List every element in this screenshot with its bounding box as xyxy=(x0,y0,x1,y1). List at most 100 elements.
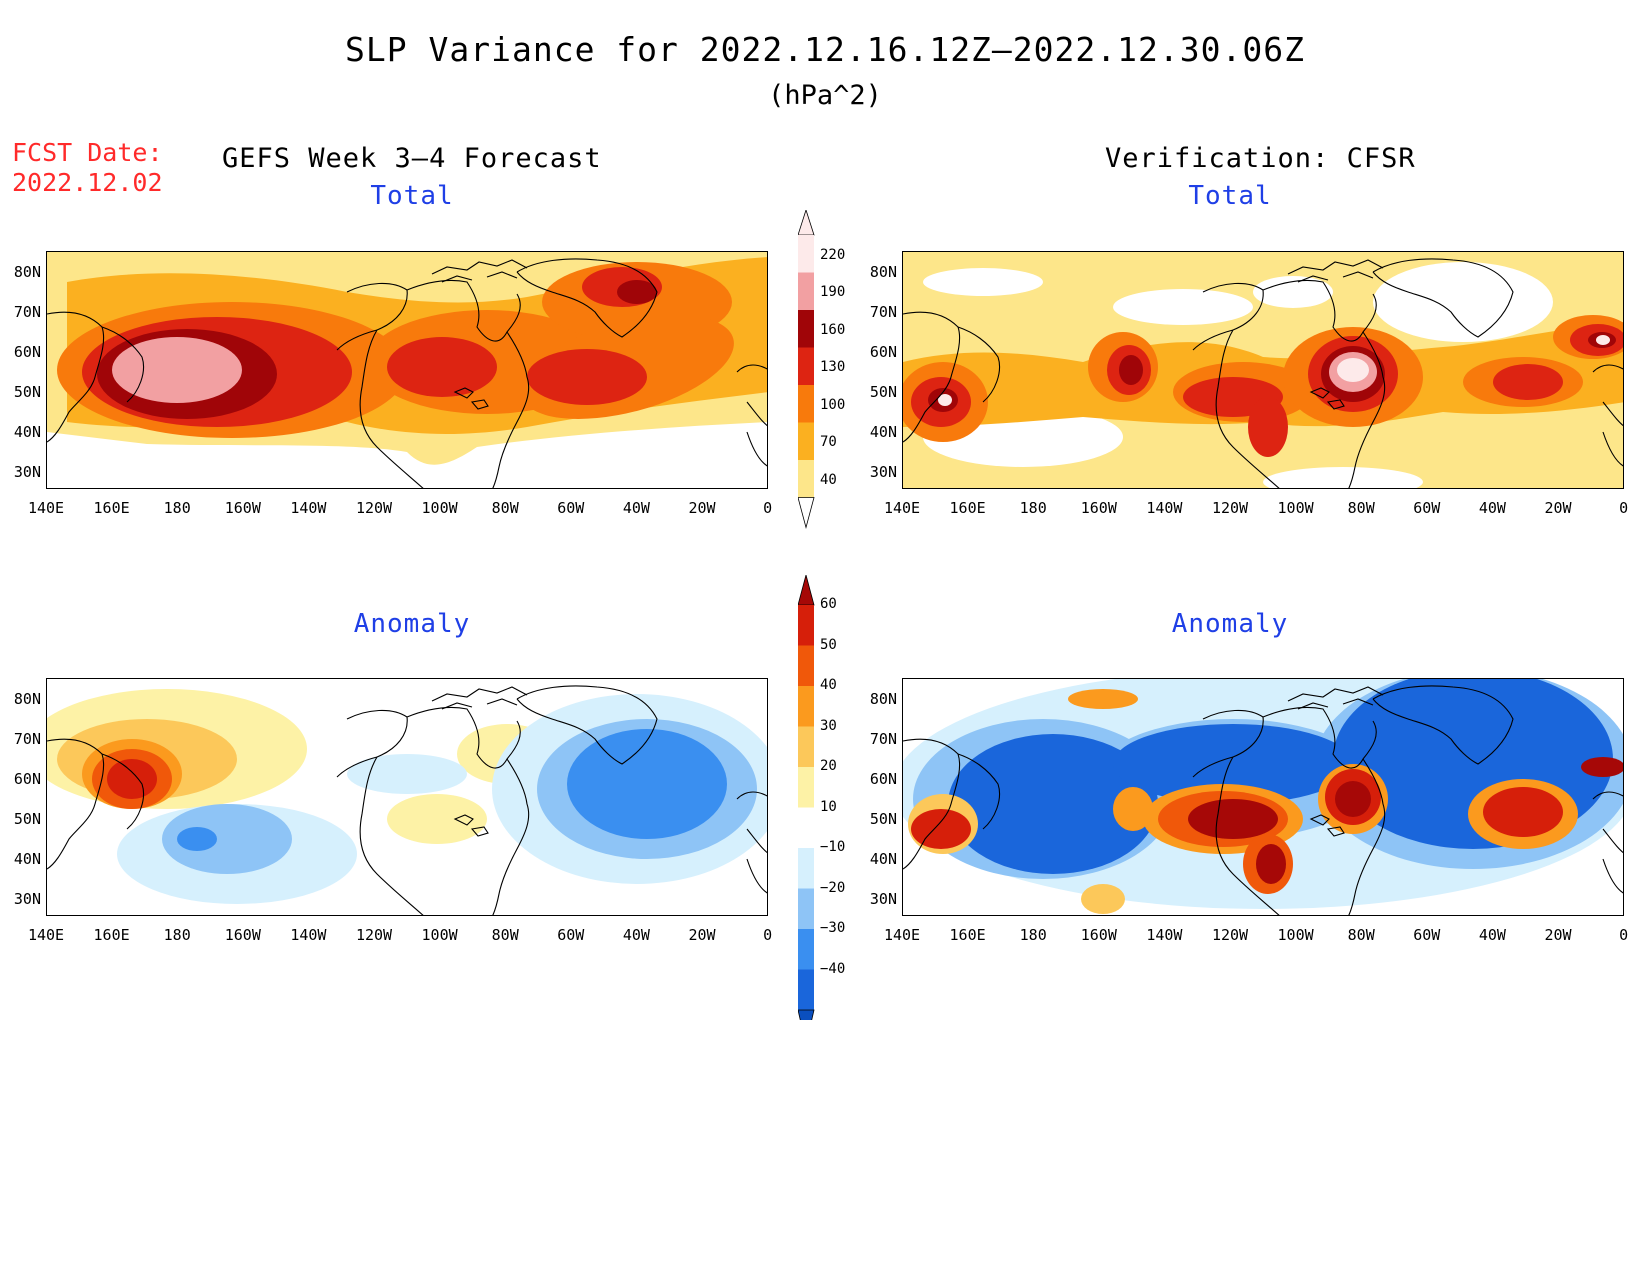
contour-minus10-minus20 xyxy=(347,754,467,794)
colorbar-segment xyxy=(798,726,814,767)
forecast-total-lon-label: 160W xyxy=(224,499,261,517)
colorbar-segment xyxy=(798,848,814,889)
forecast-total-lat-label: 80N xyxy=(13,263,41,281)
anomaly-colorbar-label: 10 xyxy=(820,798,837,815)
verification-anomaly-lon-label: 40W xyxy=(1478,926,1506,944)
verification-anomaly-lon-label: 160E xyxy=(949,926,986,944)
contour-minus30-minus40 xyxy=(177,827,217,851)
forecast-anomaly-lat-label: 40N xyxy=(13,850,41,868)
contour-below-40 xyxy=(1373,262,1553,342)
colorbar-segment xyxy=(798,385,814,423)
forecast-anomaly-lat-label: 50N xyxy=(13,810,41,828)
verification-anomaly-lon-label: 160W xyxy=(1080,926,1117,944)
contour-160-190 xyxy=(1119,355,1143,385)
anomaly-colorbar-label: −40 xyxy=(820,960,846,977)
verification-total-lon-label: 100W xyxy=(1277,499,1314,517)
contour-above-220 xyxy=(1337,358,1369,382)
verification-total-lon-label: 0 xyxy=(1619,499,1629,517)
total-colorbar-label: 190 xyxy=(820,284,846,300)
verification-anomaly-lon-label: 180 xyxy=(1019,926,1047,944)
total-colorbar-label: 220 xyxy=(820,246,846,263)
anomaly-colorbar-label: 20 xyxy=(820,758,837,774)
contour-130-160 xyxy=(1493,364,1563,400)
forecast-anomaly-title: Anomaly xyxy=(353,609,471,639)
contour-above-220 xyxy=(1596,335,1610,345)
verification-anomaly-lon-label: 100W xyxy=(1277,926,1314,944)
verification-total-lat-label: 70N xyxy=(869,303,897,321)
total-colorbar-label: 70 xyxy=(820,434,837,450)
contour-above-60 xyxy=(1581,757,1623,777)
verification-anomaly-lon-label: 60W xyxy=(1413,926,1441,944)
forecast-total-lat-label: 30N xyxy=(13,463,41,481)
verification-anomaly-title: Anomaly xyxy=(1171,609,1289,639)
anomaly-colorbar-label: 30 xyxy=(820,717,837,734)
colorbar-bottom-arrow xyxy=(797,1009,815,1046)
verification-total-lon-label: 160W xyxy=(1080,499,1117,517)
colorbar-segment xyxy=(798,272,814,310)
main-title: SLP Variance for 2022.12.16.12Z–2022.12.… xyxy=(345,30,1305,69)
anomaly-colorbar-label: −20 xyxy=(820,879,846,896)
forecast-total-lon-label: 180 xyxy=(163,499,191,517)
units-label: (hPa^2) xyxy=(768,80,882,111)
verification-anomaly-lon-label: 140W xyxy=(1146,926,1183,944)
forecast-anomaly-lon-label: 140E xyxy=(27,926,65,944)
verification-total-lon-label: 60W xyxy=(1413,499,1441,517)
colorbar-top-arrow xyxy=(797,573,815,606)
verification-total-lon-label: 80W xyxy=(1347,499,1375,517)
forecast-anomaly-lon-label: 180 xyxy=(163,926,191,944)
forecast-anomaly-lon-label: 160E xyxy=(93,926,130,944)
forecast-total-lon-label: 140E xyxy=(27,499,65,517)
contour-above-60 xyxy=(1188,799,1278,839)
forecast-total-lon-label: 120W xyxy=(355,499,393,517)
forecast-total-lon-label: 40W xyxy=(622,499,650,517)
verification-heading: Verification: CFSR xyxy=(1105,143,1416,174)
forecast-anomaly-lon-label: 60W xyxy=(557,926,585,944)
colorbar-segment xyxy=(798,460,814,498)
contour-minus30-minus40 xyxy=(567,729,727,839)
contour-50-60 xyxy=(911,809,971,849)
verification-anomaly-lat-label: 80N xyxy=(869,690,897,708)
anomaly-colorbar-label: 60 xyxy=(820,596,837,612)
forecast-anomaly-lon-label: 40W xyxy=(622,926,650,944)
verification-anomaly-lat-label: 40N xyxy=(869,850,897,868)
colorbar-segment xyxy=(798,767,814,808)
contour-above-60 xyxy=(1335,781,1371,817)
contour-minus20-minus30 xyxy=(162,804,292,874)
forecast-anomaly-lon-label: 120W xyxy=(355,926,393,944)
anomaly-colorbar-label: −10 xyxy=(820,839,846,855)
colorbar-segment xyxy=(798,969,814,1010)
anomaly-colorbar-label: 40 xyxy=(820,677,837,693)
contour-below-40 xyxy=(1253,276,1333,308)
forecast-anomaly-lat-label: 30N xyxy=(13,890,41,908)
verification-anomaly-lon-label: 140E xyxy=(883,926,921,944)
verification-total-lon-label: 140W xyxy=(1146,499,1183,517)
verification-anomaly-map xyxy=(902,678,1624,916)
verification-anomaly-lon-label: 80W xyxy=(1347,926,1375,944)
contour-10-20 xyxy=(387,794,487,844)
forecast-total-lon-label: 80W xyxy=(491,499,519,517)
forecast-total-map xyxy=(46,251,768,489)
forecast-total-lon-label: 20W xyxy=(688,499,716,517)
colorbar-segment xyxy=(798,686,814,727)
contour-below-40 xyxy=(923,268,1043,296)
forecast-total-lon-label: 140W xyxy=(290,499,327,517)
anomaly-colorbar: 60 50 40 30 20 10 −10 −20 −30 −40 xyxy=(797,573,868,1046)
verification-total-lon-label: 40W xyxy=(1478,499,1506,517)
contour-130-160 xyxy=(387,337,497,397)
forecast-heading: GEFS Week 3–4 Forecast xyxy=(222,143,602,174)
verification-anomaly-lat-label: 50N xyxy=(869,810,897,828)
colorbar-segment xyxy=(798,929,814,970)
colorbar-segment xyxy=(798,347,814,385)
forecast-total-lon-label: 60W xyxy=(557,499,585,517)
verification-total-lat-label: 60N xyxy=(869,343,897,361)
contour-minus30-minus40 xyxy=(948,734,1158,874)
contour-below-40 xyxy=(1263,467,1423,488)
forecast-total-lat-label: 60N xyxy=(13,343,41,361)
total-colorbar-label: 130 xyxy=(820,359,846,375)
verification-anomaly-lon-label: 120W xyxy=(1211,926,1249,944)
colorbar-segment xyxy=(798,605,814,646)
forecast-total-title: Total xyxy=(370,181,454,211)
contour-30-40 xyxy=(1113,787,1153,831)
contour-50-60 xyxy=(107,759,157,799)
forecast-anomaly-lon-label: 80W xyxy=(491,926,519,944)
